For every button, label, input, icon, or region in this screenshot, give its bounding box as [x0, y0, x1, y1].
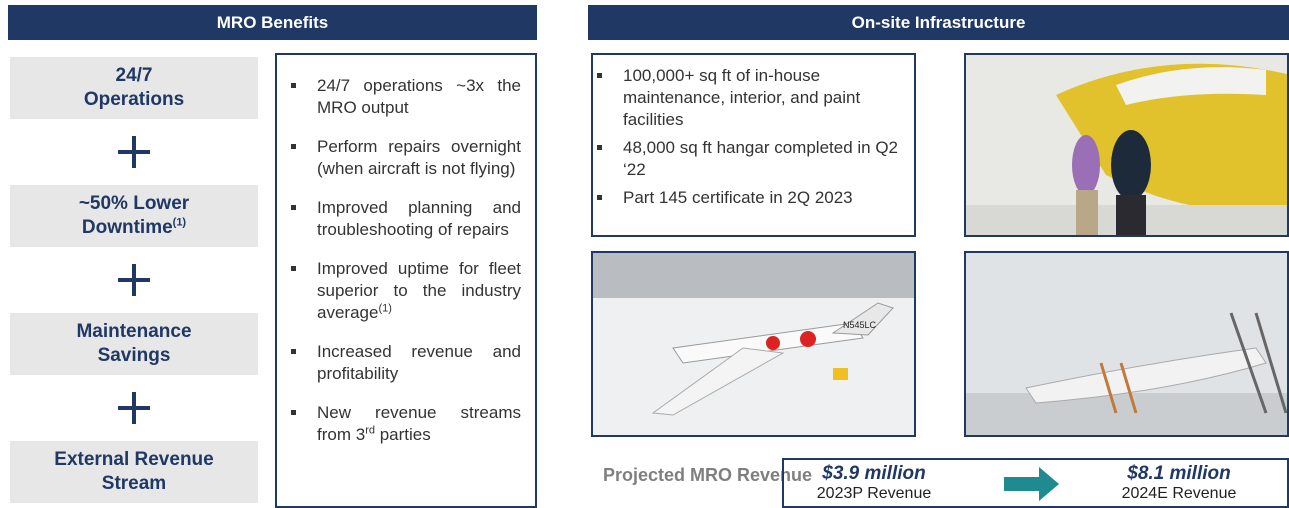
- label-text: Projected MRO Revenue: [603, 465, 812, 485]
- revenue-to: $8.1 million 2024E Revenue: [1099, 463, 1259, 503]
- benefit-tile: Maintenance Savings: [10, 313, 258, 375]
- bullet-text: 48,000 sq ft hangar completed in Q2 ‘22: [623, 138, 898, 179]
- arrow-icon: [1004, 467, 1059, 501]
- bullet-text: 24/7 operations ~3x the MRO output: [317, 76, 521, 117]
- section-header: On-site Infrastructure: [588, 5, 1289, 40]
- bullet-text: Increased revenue and profitability: [317, 342, 521, 383]
- bullet-item: Improved planning and troubleshooting of…: [287, 197, 521, 241]
- bullet-item: New revenue streams from 3rd parties: [287, 402, 521, 446]
- bullet-item: Perform repairs overnight (when aircraft…: [287, 136, 521, 180]
- bullet-text: 100,000+ sq ft of in-house maintenance, …: [623, 66, 860, 129]
- bullet-text: Improved planning and troubleshooting of…: [317, 198, 521, 239]
- bullet-item: 48,000 sq ft hangar completed in Q2 ‘22: [593, 137, 902, 181]
- tile-text: Stream: [102, 473, 166, 494]
- bullet-item: 24/7 operations ~3x the MRO output: [287, 75, 521, 119]
- tile-text: Maintenance: [76, 321, 191, 342]
- bullet-text: parties: [375, 425, 431, 444]
- superscript: rd: [365, 424, 375, 436]
- tile-line: External Revenue: [54, 448, 213, 472]
- tile-line: Downtime(1): [82, 216, 186, 240]
- tile-text: External Revenue: [54, 449, 213, 470]
- tile-line: Maintenance: [76, 320, 191, 344]
- photo-jet-hangar: N545LC: [591, 251, 916, 437]
- bullet-text: Perform repairs overnight (when aircraft…: [317, 137, 521, 178]
- bullet-item: Increased revenue and profitability: [287, 341, 521, 385]
- tile-line: Stream: [102, 472, 166, 496]
- infrastructure-box: 100,000+ sq ft of in-house maintenance, …: [591, 53, 916, 237]
- tile-text: Downtime: [82, 217, 173, 238]
- tile-line: Savings: [98, 344, 171, 368]
- tile-line: 24/7: [116, 64, 153, 88]
- header-text: MRO Benefits: [217, 13, 328, 33]
- revenue-caption: 2023P Revenue: [794, 485, 954, 503]
- photo-paint-hangar: [964, 53, 1289, 237]
- header-text: On-site Infrastructure: [852, 13, 1026, 33]
- slide: MRO Benefits On-site Infrastructure 24/7…: [0, 0, 1289, 508]
- superscript: (1): [378, 302, 391, 314]
- bullet-item: Part 145 certificate in 2Q 2023: [593, 187, 902, 209]
- tile-line: ~50% Lower: [79, 192, 189, 216]
- plus-icon: [118, 392, 150, 424]
- tile-text: Operations: [84, 89, 184, 110]
- benefits-box: 24/7 operations ~3x the MRO output Perfor…: [275, 53, 537, 508]
- photo: N545LC: [593, 253, 916, 437]
- revenue-caption: 2024E Revenue: [1099, 485, 1259, 503]
- superscript: (1): [173, 217, 186, 229]
- revenue-amount: $8.1 million: [1099, 463, 1259, 485]
- plus-icon: [118, 136, 150, 168]
- tile-text: 24/7: [116, 65, 153, 86]
- revenue-from: $3.9 million 2023P Revenue: [794, 463, 954, 503]
- benefit-tile: External Revenue Stream: [10, 441, 258, 503]
- tile-line: Operations: [84, 88, 184, 112]
- photo: [966, 253, 1289, 437]
- tile-text: ~50% Lower: [79, 193, 189, 214]
- revenue-amount: $3.9 million: [794, 463, 954, 485]
- tile-text: Savings: [98, 345, 171, 366]
- bullet-item: 100,000+ sq ft of in-house maintenance, …: [593, 65, 902, 131]
- revenue-label: Projected MRO Revenue: [603, 463, 812, 487]
- aircraft-registration: N545LC: [843, 320, 877, 330]
- photo: [966, 55, 1289, 237]
- bullet-text: Part 145 certificate in 2Q 2023: [623, 188, 853, 207]
- revenue-box: $3.9 million 2023P Revenue $8.1 million …: [782, 458, 1289, 508]
- benefit-tile: 24/7 Operations: [10, 57, 258, 119]
- bullet-item: Improved uptime for fleet superior to th…: [287, 258, 521, 324]
- plus-icon: [118, 264, 150, 296]
- bullet-text: Improved uptime for fleet superior to th…: [317, 259, 521, 322]
- photo-paint-booth: [964, 251, 1289, 437]
- section-header: MRO Benefits: [8, 5, 537, 40]
